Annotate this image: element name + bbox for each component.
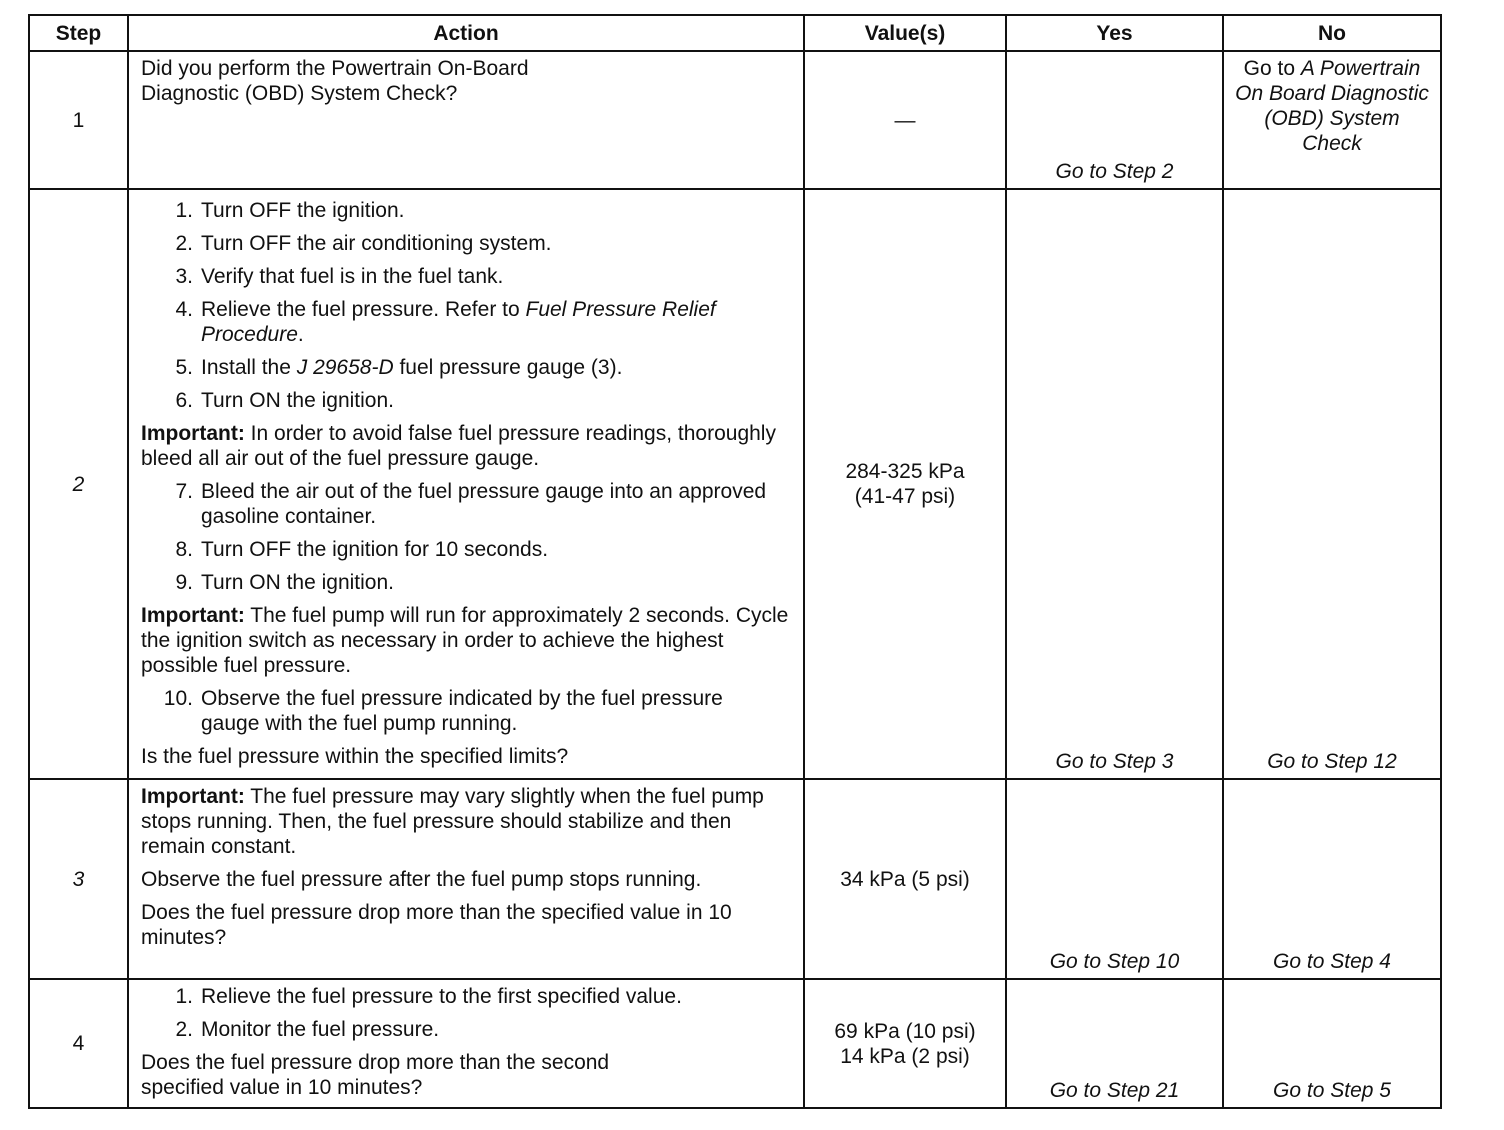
first-value: 69 kPa (10 psi) [834,1019,976,1043]
item-text: Install the [201,356,297,379]
yes-cell: Go to Step 3 [1005,188,1224,780]
header-no: No [1222,14,1442,52]
list-item: 10. Observe the fuel pressure indicated b… [141,686,793,736]
important-note: Important: In order to avoid false fuel … [141,421,793,471]
yes-cell: Go to Step 10 [1005,778,1224,980]
item-number: 5. [175,356,193,379]
important-text: The fuel pump will run for approximately… [141,604,789,677]
list-item: 8. Turn OFF the ignition for 10 seconds. [141,537,793,562]
header-values: Value(s) [803,14,1007,52]
value-cell: — [803,50,1007,190]
header-step: Step [28,14,129,52]
list-item: 9. Turn ON the ignition. [141,570,793,595]
step-number: 1 [28,50,129,190]
value-cell: 284-325 kPa (41-47 psi) [803,188,1007,780]
list-item: 6. Turn ON the ignition. [141,388,793,413]
list-item: 2. Monitor the fuel pressure. [141,1017,793,1042]
item-number: 9. [175,571,193,594]
value-cell: 69 kPa (10 psi) 14 kPa (2 psi) [803,978,1007,1109]
step-number: 3 [28,778,129,980]
header-row: Step Action Value(s) Yes No [28,14,1442,52]
item-number: 7. [175,480,193,503]
tool-reference: J 29658-D [296,356,394,379]
table-row: 4 1. Relieve the fuel pressure to the fir… [28,978,1442,1109]
item-text: Monitor the fuel pressure. [201,1018,440,1041]
no-cell: Go to Step 12 [1222,188,1442,780]
step-number: 2 [28,188,129,780]
item-text: Turn OFF the ignition. [201,199,405,222]
header-yes: Yes [1005,14,1224,52]
step-number: 4 [28,978,129,1109]
important-text: The fuel pressure may vary slightly when… [141,785,764,858]
value-cell: 34 kPa (5 psi) [803,778,1007,980]
important-label: Important: [141,604,245,627]
action-question: Does the fuel pressure drop more than th… [141,901,732,949]
item-number: 4. [175,298,193,321]
procedure-reference: Fuel Pressure Relief Procedure [201,298,716,346]
item-number: 2. [175,1018,193,1041]
action-cell: 1. Relieve the fuel pressure to the first… [127,978,805,1109]
list-item: 3. Verify that fuel is in the fuel tank. [141,264,793,289]
action-cell: 1. Turn OFF the ignition. 2. Turn OFF the … [127,188,805,780]
action-text: Observe the fuel pressure after the fuel… [141,868,702,891]
item-text: Turn OFF the ignition for 10 seconds. [201,538,549,561]
second-value: 14 kPa (2 psi) [840,1044,970,1068]
table-row: 3 Important: The fuel pressure may vary … [28,778,1442,980]
no-reference: A Powertrain On Board Diagnostic (OBD) S… [1235,57,1429,155]
list-item: 4. Relieve the fuel pressure. Refer to Fu… [141,297,793,347]
table-row: 1 Did you perform the Powertrain On-Boar… [28,50,1442,190]
item-number: 3. [175,265,193,288]
item-text: Observe the fuel pressure indicated by t… [201,687,723,735]
item-number: 1. [175,199,193,222]
action-question: Is the fuel pressure within the specifie… [141,745,569,768]
item-number: 1. [175,985,193,1008]
important-label: Important: [141,785,245,808]
action-question: Does the fuel pressure drop more than th… [141,1051,610,1099]
list-item: 2. Turn OFF the air conditioning system. [141,231,793,256]
list-item: 1. Relieve the fuel pressure to the first… [141,984,793,1009]
important-text: In order to avoid false fuel pressure re… [141,422,776,470]
item-text: Bleed the air out of the fuel pressure g… [201,480,767,528]
item-number: 10. [163,687,193,710]
item-number: 6. [175,389,193,412]
no-cell: Go to Step 4 [1222,778,1442,980]
no-cell: Go to A Powertrain On Board Diagnostic (… [1222,50,1442,190]
item-number: 2. [175,232,193,255]
yes-cell: Go to Step 21 [1005,978,1224,1109]
item-text-end: . [297,323,304,346]
list-item: 5. Install the J 29658-D fuel pressure ga… [141,355,793,380]
no-prefix: Go to [1243,57,1301,80]
item-text-end: fuel pressure gauge (3). [393,356,623,379]
yes-cell: Go to Step 2 [1005,50,1224,190]
important-note: Important: The fuel pump will run for ap… [141,603,791,678]
header-action: Action [127,14,805,52]
item-text: Turn ON the ignition. [201,389,394,412]
list-item: 7. Bleed the air out of the fuel pressure… [141,479,793,529]
action-question: Did you perform the Powertrain On-Board … [141,57,529,105]
no-cell: Go to Step 5 [1222,978,1442,1109]
table-row: 2 1. Turn OFF the ignition. 2. Turn OFF th… [28,188,1442,780]
action-cell: Important: The fuel pressure may vary sl… [127,778,805,980]
action-cell: Did you perform the Powertrain On-Board … [127,50,805,190]
item-text: Turn OFF the air conditioning system. [201,232,552,255]
item-text: Relieve the fuel pressure to the first s… [201,985,682,1008]
important-note: Important: The fuel pressure may vary sl… [141,784,781,859]
item-text: Relieve the fuel pressure. Refer to [201,298,526,321]
item-text: Turn ON the ignition. [201,571,394,594]
value-psi: (41-47 psi) [854,485,956,508]
important-label: Important: [141,422,245,445]
value-kpa: 284-325 kPa [845,460,965,483]
item-number: 8. [175,538,193,561]
list-item: 1. Turn OFF the ignition. [141,198,793,223]
diagnostic-table: Step Action Value(s) Yes No 1 Did you pe… [28,14,1442,1109]
item-text: Verify that fuel is in the fuel tank. [201,265,504,288]
